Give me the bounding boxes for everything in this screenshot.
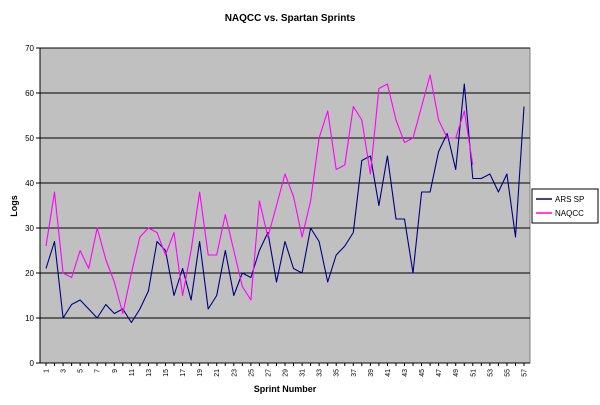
x-tick-label: 45 [419, 369, 426, 377]
x-tick-label: 49 [453, 369, 460, 377]
series-line-naqcc [45, 74, 474, 315]
x-tick-label: 5 [78, 369, 85, 373]
x-tick-label: 29 [283, 369, 290, 377]
series-line-ars-sp [45, 83, 525, 324]
x-tick-label: 33 [317, 369, 324, 377]
y-tick-label: 70 [25, 44, 34, 53]
x-tick-label: 13 [146, 369, 153, 377]
x-tick-label: 41 [385, 369, 392, 377]
y-axis-label: Logs [9, 195, 19, 217]
y-tick-label: 0 [30, 359, 35, 368]
x-tick-label: 31 [300, 369, 307, 377]
x-tick-label: 37 [351, 369, 358, 377]
x-tick-label: 57 [522, 369, 529, 377]
x-tick-label: 25 [248, 369, 255, 377]
y-tick-label: 30 [25, 224, 34, 233]
x-axis-label: Sprint Number [254, 384, 317, 394]
legend-label: ARS SP [555, 195, 584, 204]
plot-area [39, 47, 531, 364]
x-tick-label: 43 [402, 369, 409, 377]
x-tick-label: 1 [44, 369, 51, 373]
x-tick-label: 39 [368, 369, 375, 377]
legend-box [531, 188, 599, 224]
x-tick-label: 23 [231, 369, 238, 377]
x-tick-label: 47 [436, 369, 443, 377]
x-tick-label: 27 [265, 369, 272, 377]
x-tick-label: 21 [214, 369, 221, 377]
x-tick-label: 19 [197, 369, 204, 377]
chart-title: NAQCC vs. Spartan Sprints [225, 13, 356, 24]
y-tick-label: 20 [25, 269, 34, 278]
x-tick-label: 17 [180, 369, 187, 377]
y-tick-label: 40 [25, 179, 34, 188]
x-tick-label: 15 [163, 369, 170, 377]
legend: ARS SP NAQCC [531, 188, 599, 224]
x-tick-label: 7 [95, 369, 102, 373]
x-tick-label: 11 [129, 369, 136, 376]
x-tick-label: 9 [112, 369, 119, 373]
y-tick-label: 10 [25, 314, 34, 323]
x-tick-label: 35 [334, 369, 341, 377]
legend-label: NAQCC [555, 209, 584, 218]
x-tick-label: 51 [470, 369, 477, 377]
y-tick-label: 60 [25, 89, 34, 98]
x-tick-label: 53 [487, 369, 494, 377]
y-tick-label: 50 [25, 134, 34, 143]
x-tick-label: 3 [61, 369, 68, 373]
series-layer [45, 74, 525, 324]
plot-background [39, 47, 531, 364]
x-tick-label: 55 [504, 369, 511, 377]
